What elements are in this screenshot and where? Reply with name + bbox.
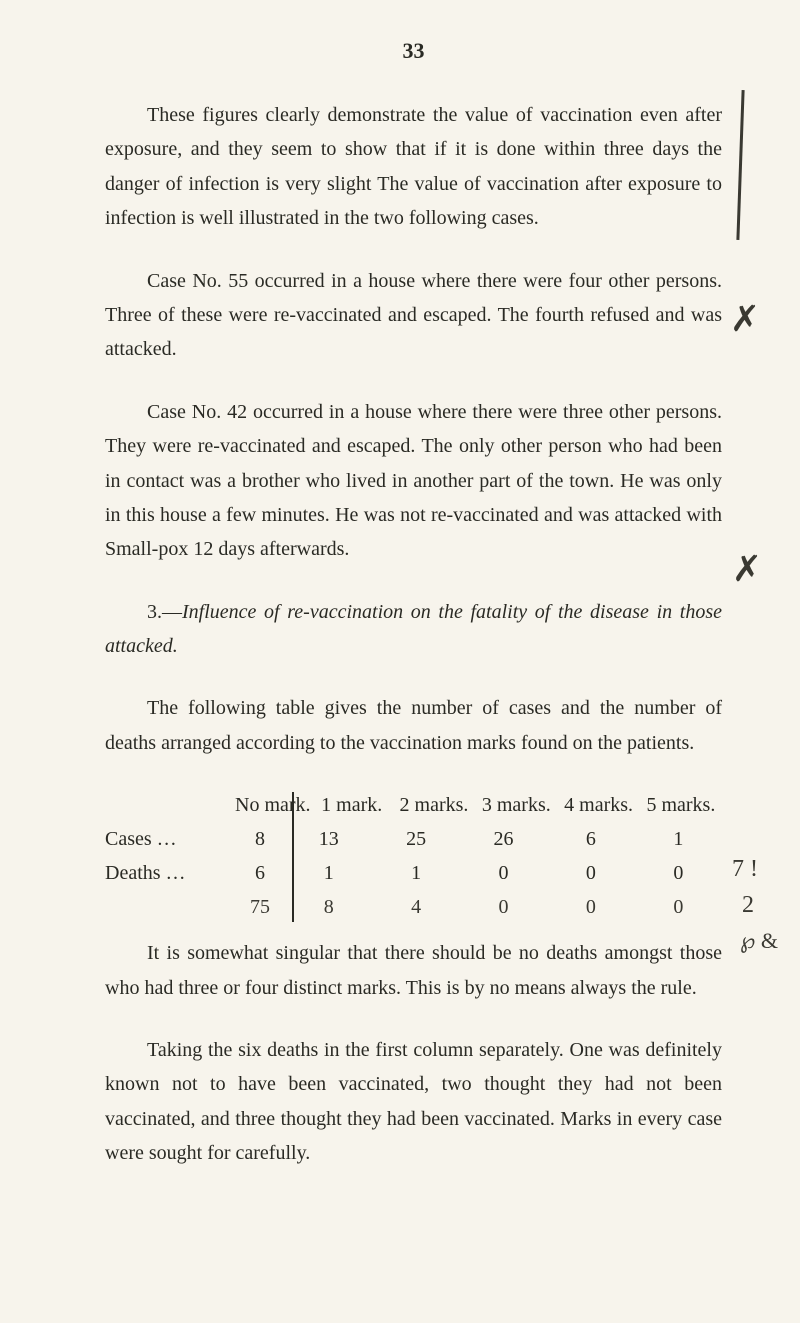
section-heading: 3.—Influence of re-vaccination on the fa… <box>105 595 722 664</box>
cases-4marks: 6 <box>547 822 634 856</box>
margin-annotation-mark-1: ✗ <box>730 298 760 340</box>
margin-annotation-line <box>736 90 744 240</box>
hand-5marks: 0 <box>635 890 722 924</box>
cases-label: Cases … <box>105 822 235 856</box>
deaths-1mark: 1 <box>285 856 372 890</box>
margin-annotation-mark-2: ✗ <box>732 548 762 590</box>
margin-annotation-2: 2 <box>742 892 754 919</box>
cases-5marks: 1 <box>635 822 722 856</box>
hand-4marks: 0 <box>547 890 634 924</box>
margin-annotation-7: 7 ! <box>732 856 758 883</box>
margin-annotation-pc: ℘ & <box>740 928 778 954</box>
paragraph-7: Taking the six deaths in the first colum… <box>105 1033 722 1171</box>
table-header-2marks: 2 marks. <box>393 788 475 822</box>
heading-italic: Influence of re-vaccination on the fatal… <box>105 601 722 657</box>
hand-1mark: 8 <box>285 890 372 924</box>
page-number: 33 <box>105 38 722 64</box>
table-vertical-rule <box>292 792 294 922</box>
document-page: ✗ ✗ 7 ! 2 ℘ & 33 These figures clearly d… <box>0 0 800 1323</box>
cases-nomark: 8 <box>235 822 285 856</box>
table-row-deaths: Deaths … 6 1 1 0 0 0 <box>105 856 722 890</box>
deaths-nomark: 6 <box>235 856 285 890</box>
deaths-2marks: 1 <box>372 856 459 890</box>
table-row-handwritten: 75 8 4 0 0 0 <box>105 890 722 924</box>
table-header-4marks: 4 marks. <box>557 788 639 822</box>
deaths-label: Deaths … <box>105 856 235 890</box>
paragraph-6: It is somewhat singular that there shoul… <box>105 936 722 1005</box>
data-table: No mark. 1 mark. 2 marks. 3 marks. 4 mar… <box>105 788 722 924</box>
table-row-cases: Cases … 8 13 25 26 6 1 <box>105 822 722 856</box>
table-header-row: No mark. 1 mark. 2 marks. 3 marks. 4 mar… <box>105 788 722 822</box>
heading-lead: 3.— <box>147 601 182 623</box>
deaths-3marks: 0 <box>460 856 547 890</box>
table-header-3marks: 3 marks. <box>475 788 557 822</box>
paragraph-1: These figures clearly demonstrate the va… <box>105 98 722 236</box>
hand-3marks: 0 <box>460 890 547 924</box>
cases-1mark: 13 <box>285 822 372 856</box>
cases-2marks: 25 <box>372 822 459 856</box>
table-header-nomark: No mark. <box>235 788 311 822</box>
cases-3marks: 26 <box>460 822 547 856</box>
table-header-1mark: 1 mark. <box>311 788 393 822</box>
paragraph-2: Case No. 55 occurred in a house where th… <box>105 264 722 367</box>
deaths-5marks: 0 <box>635 856 722 890</box>
hand-2marks: 4 <box>372 890 459 924</box>
table-header-5marks: 5 marks. <box>640 788 722 822</box>
hand-nomark: 75 <box>235 890 285 924</box>
paragraph-5: The following table gives the number of … <box>105 691 722 760</box>
paragraph-3: Case No. 42 occurred in a house where th… <box>105 395 722 567</box>
deaths-4marks: 0 <box>547 856 634 890</box>
